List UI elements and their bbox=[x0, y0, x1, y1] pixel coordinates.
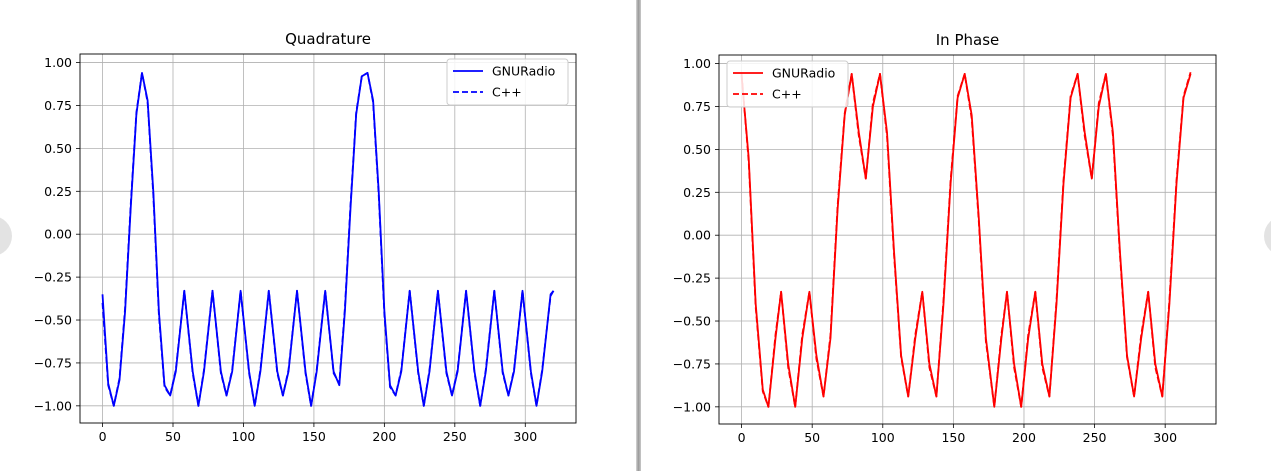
x-tick-label: 100 bbox=[232, 429, 256, 444]
y-tick-label: 0.75 bbox=[44, 98, 72, 113]
y-tick-label: −0.75 bbox=[673, 356, 711, 371]
y-tick-label: 0.25 bbox=[44, 184, 72, 199]
series-line-gnuradio bbox=[101, 72, 555, 407]
y-tick-label: 0.75 bbox=[683, 99, 711, 114]
series-line-gnuradio bbox=[740, 73, 1192, 408]
x-tick-label: 250 bbox=[1083, 430, 1107, 445]
x-tick-label: 50 bbox=[165, 429, 181, 444]
x-tick-label: 200 bbox=[372, 429, 396, 444]
x-tick-label: 150 bbox=[302, 429, 326, 444]
legend-label: C++ bbox=[492, 85, 522, 100]
axes-frame bbox=[718, 54, 1217, 425]
x-tick-label: 0 bbox=[738, 430, 746, 445]
x-tick-label: 0 bbox=[99, 429, 107, 444]
legend-label: C++ bbox=[772, 87, 802, 102]
series-line-c- bbox=[101, 72, 555, 407]
y-tick-label: 0.25 bbox=[683, 185, 711, 200]
series-line-c- bbox=[740, 71, 1192, 408]
y-tick-label: 0.50 bbox=[44, 141, 72, 156]
legend-label: GNURadio bbox=[772, 66, 835, 81]
y-tick-label: 0.00 bbox=[44, 227, 72, 242]
chart-title: In Phase bbox=[936, 31, 1000, 49]
y-tick-label: 1.00 bbox=[44, 55, 72, 70]
legend: GNURadio C++ bbox=[446, 58, 569, 106]
previous-nav-button[interactable] bbox=[0, 216, 12, 256]
x-tick-label: 200 bbox=[1012, 430, 1036, 445]
y-tick-label: 0.00 bbox=[683, 228, 711, 243]
axes-frame bbox=[79, 53, 577, 424]
y-tick-label: −0.25 bbox=[673, 271, 711, 286]
x-tick-label: 100 bbox=[871, 430, 895, 445]
y-tick-label: −1.00 bbox=[673, 399, 711, 414]
y-tick-label: 0.50 bbox=[683, 142, 711, 157]
legend: GNURadio C++ bbox=[726, 60, 849, 108]
y-tick-label: −0.50 bbox=[34, 313, 72, 328]
x-tick-label: 250 bbox=[443, 429, 467, 444]
x-tick-label: 300 bbox=[1153, 430, 1177, 445]
y-tick-label: −0.25 bbox=[34, 270, 72, 285]
chart-title: Quadrature bbox=[285, 30, 371, 48]
panel-divider bbox=[636, 0, 641, 471]
y-tick-label: −0.50 bbox=[673, 314, 711, 329]
x-tick-label: 50 bbox=[804, 430, 820, 445]
legend-label: GNURadio bbox=[492, 64, 555, 79]
x-tick-label: 300 bbox=[513, 429, 537, 444]
x-tick-label: 150 bbox=[941, 430, 965, 445]
chart-0: 0 50 100 150 200 250 300 1.00 0.75 0.50 0.25 0.00 −0… bbox=[34, 30, 577, 444]
y-tick-label: 1.00 bbox=[683, 56, 711, 71]
chart-1: 0 50 100 150 200 250 300 1.00 0.75 0.50 0.25 0.00 −0… bbox=[673, 31, 1217, 445]
y-tick-label: −1.00 bbox=[34, 398, 72, 413]
y-tick-label: −0.75 bbox=[34, 355, 72, 370]
next-nav-button[interactable] bbox=[1264, 216, 1271, 256]
